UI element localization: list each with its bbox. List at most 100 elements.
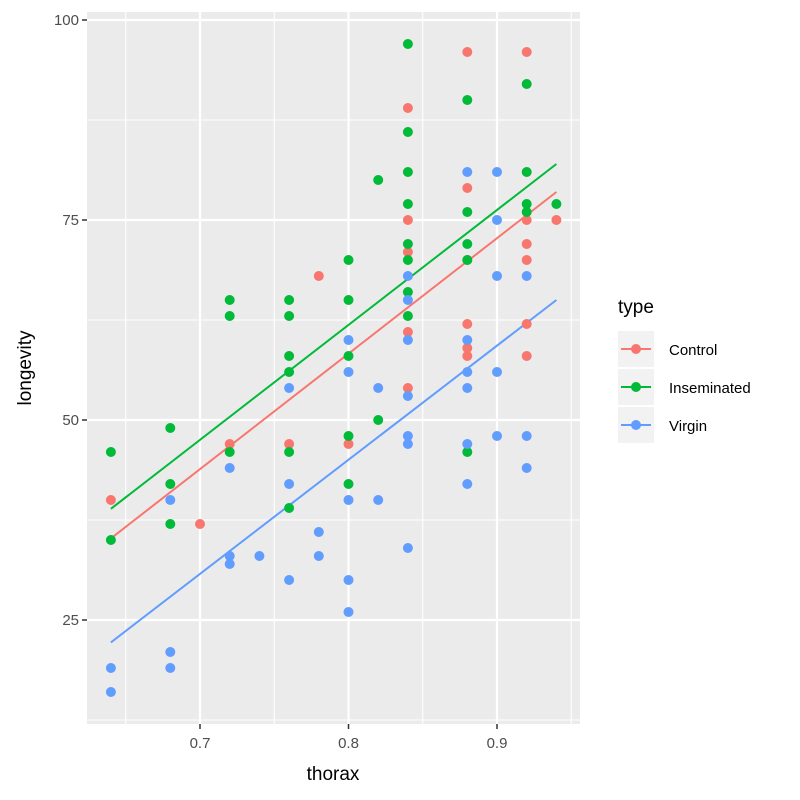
data-point-inseminated <box>224 311 235 321</box>
data-point-virgin <box>373 495 384 505</box>
data-point-inseminated <box>402 255 413 265</box>
data-point-inseminated <box>165 519 176 529</box>
legend-item-virgin: Virgin <box>618 407 707 443</box>
data-point-virgin <box>284 575 295 585</box>
data-point-virgin <box>343 335 354 345</box>
data-point-control <box>551 215 562 225</box>
data-point-inseminated <box>105 447 116 457</box>
data-point-virgin <box>492 431 502 441</box>
data-point-inseminated <box>343 255 354 265</box>
data-point-virgin <box>402 439 413 449</box>
data-point-virgin <box>284 383 295 393</box>
data-point-virgin <box>313 551 324 561</box>
data-point-control <box>402 215 413 225</box>
data-point-inseminated <box>402 39 413 49</box>
data-point-virgin <box>284 479 295 489</box>
data-point-inseminated <box>402 311 413 321</box>
data-point-inseminated <box>402 239 413 249</box>
data-point-inseminated <box>462 255 473 265</box>
data-point-control <box>402 103 413 113</box>
legend-point-icon <box>631 344 641 354</box>
data-point-inseminated <box>462 239 473 249</box>
data-point-virgin <box>373 383 384 393</box>
data-point-control <box>402 327 413 337</box>
data-point-inseminated <box>402 127 413 137</box>
data-point-control <box>521 215 532 225</box>
data-point-virgin <box>492 271 502 281</box>
data-point-virgin <box>462 479 473 489</box>
y-axis-title: longevity <box>15 330 36 405</box>
data-point-control <box>521 255 532 265</box>
x-tick-label: 0.9 <box>487 735 508 752</box>
data-point-control <box>402 383 413 393</box>
data-point-virgin <box>402 271 413 281</box>
data-point-inseminated <box>373 415 384 425</box>
x-axis: 0.7 0.8 0.9 <box>190 724 508 752</box>
x-tick-label: 0.8 <box>338 735 359 752</box>
legend-item-control: Control <box>618 331 717 367</box>
data-point-inseminated <box>224 295 235 305</box>
data-point-inseminated <box>521 79 532 89</box>
fit-line-control <box>110 191 558 540</box>
data-point-inseminated <box>402 287 413 297</box>
legend-label: Virgin <box>669 418 707 435</box>
data-point-virgin <box>165 495 176 505</box>
data-point-virgin <box>462 383 473 393</box>
data-point-control <box>462 183 473 193</box>
data-point-virgin <box>402 391 413 401</box>
data-point-inseminated <box>343 295 354 305</box>
data-point-control <box>521 351 532 361</box>
data-point-inseminated <box>521 199 532 209</box>
data-point-virgin <box>343 607 354 617</box>
data-point-control <box>402 247 413 257</box>
data-point-inseminated <box>343 351 354 361</box>
data-point-inseminated <box>402 167 413 177</box>
data-point-control <box>462 343 473 353</box>
data-point-virgin <box>165 663 176 673</box>
data-point-virgin <box>462 439 473 449</box>
data-point-inseminated <box>284 295 295 305</box>
data-point-virgin <box>462 367 473 377</box>
fit-line-virgin <box>110 299 558 644</box>
legend-title: type <box>618 297 654 318</box>
data-point-inseminated <box>462 207 473 217</box>
data-point-virgin <box>492 167 502 177</box>
y-tick-label: 100 <box>54 12 79 29</box>
x-tick-label: 0.7 <box>190 735 211 752</box>
data-point-inseminated <box>402 199 413 209</box>
data-point-inseminated <box>284 447 295 457</box>
data-point-control <box>313 271 324 281</box>
data-point-inseminated <box>462 447 473 457</box>
data-point-virgin <box>343 367 354 377</box>
data-point-virgin <box>402 543 413 553</box>
plot-panel <box>87 12 580 724</box>
legend-label: Inseminated <box>669 380 751 397</box>
data-point-virgin <box>402 295 413 305</box>
legend-item-inseminated: Inseminated <box>618 369 751 405</box>
data-point-control <box>224 439 235 449</box>
data-point-control <box>195 519 205 529</box>
data-point-inseminated <box>343 431 354 441</box>
y-axis: 25 50 75 100 <box>54 12 87 629</box>
data-point-inseminated <box>224 447 235 457</box>
data-point-virgin <box>521 431 532 441</box>
data-point-inseminated <box>521 167 532 177</box>
data-point-control <box>521 319 532 329</box>
data-point-inseminated <box>284 351 295 361</box>
data-point-virgin <box>343 495 354 505</box>
data-point-control <box>343 439 354 449</box>
data-point-virgin <box>105 687 116 697</box>
data-point-virgin <box>224 551 235 561</box>
data-point-inseminated <box>521 207 532 217</box>
data-point-virgin <box>165 647 176 657</box>
data-point-virgin <box>521 463 532 473</box>
data-point-inseminated <box>462 95 473 105</box>
data-point-inseminated <box>165 479 176 489</box>
x-axis-title: thorax <box>307 764 360 785</box>
data-point-control <box>105 495 116 505</box>
data-point-inseminated <box>165 423 176 433</box>
legend-point-icon <box>631 420 641 430</box>
data-point-virgin <box>105 663 116 673</box>
data-points <box>105 39 562 697</box>
